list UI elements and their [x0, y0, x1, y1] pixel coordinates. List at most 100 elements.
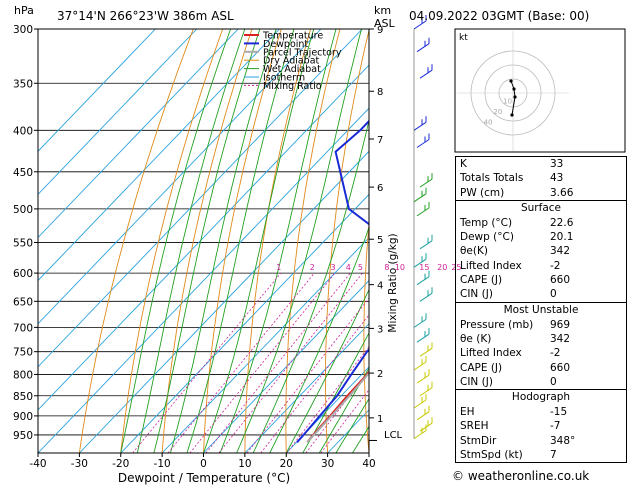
- mixing-ratio-line: [189, 272, 336, 453]
- mixing-ratio-label: 25: [451, 263, 461, 272]
- km-tick-label: 5: [377, 235, 383, 246]
- most-unstable-label: CIN (J): [460, 375, 493, 388]
- most-unstable-row: Lifted Index -2: [456, 346, 626, 360]
- surface-value: 660: [550, 274, 571, 287]
- mixing-ratio-label: 4: [346, 263, 351, 272]
- wind-barb: [416, 369, 430, 384]
- most-unstable-label: θe (K): [460, 332, 492, 345]
- wet-adiabat-line: [252, 118, 369, 453]
- mixing-ratio-line: [205, 272, 351, 453]
- legend-item: Mixing Ratio: [263, 81, 322, 92]
- wind-barb: [416, 133, 430, 148]
- wind-barb: [419, 381, 433, 397]
- mixing-ratio-line: [132, 272, 282, 453]
- hodograph-unit: kt: [459, 33, 468, 43]
- hodograph-point: [510, 113, 514, 117]
- parcel-trajectory-line: [306, 371, 369, 443]
- legend-item: Wet Adiabat: [263, 64, 321, 75]
- wind-barb: [416, 328, 430, 343]
- isotherm-line: [38, 29, 198, 196]
- mixing-ratio-label: 5: [358, 263, 363, 272]
- x-axis-label: Dewpoint / Temperature (°C): [118, 471, 290, 485]
- isotherm-line: [203, 279, 369, 453]
- index-value: 43: [550, 172, 564, 185]
- y-tick-label: 350: [13, 78, 33, 90]
- y-tick-label: 400: [13, 125, 33, 137]
- y-tick-label: 700: [13, 322, 33, 334]
- site-credit[interactable]: © weatheronline.co.uk: [452, 469, 590, 483]
- x-tick-label: 30: [321, 458, 334, 470]
- mixing-ratio-label: 20: [437, 263, 447, 272]
- mixing-ratio-label: 1: [276, 263, 281, 272]
- y-tick-label: 800: [13, 369, 33, 381]
- surface-value: 20.1: [550, 231, 574, 244]
- most-unstable-value: 969: [550, 318, 571, 331]
- x-tick-label: 10: [238, 458, 251, 470]
- y-tick-label: 650: [13, 296, 33, 308]
- wind-barb: [419, 234, 433, 250]
- surface-label: CIN (J): [460, 288, 493, 301]
- index-label: PW (cm): [460, 186, 505, 199]
- km-tick-label: 7: [377, 135, 383, 146]
- most-unstable-title: Most Unstable: [503, 303, 579, 316]
- x-tick-label: -40: [29, 458, 46, 470]
- wet-adiabat-line: [302, 332, 369, 453]
- wind-barb: [419, 64, 433, 79]
- isotherm-line: [38, 29, 280, 282]
- wind-barb: [413, 116, 427, 131]
- index-row: K 33: [456, 157, 626, 171]
- hodograph-stat-value: -7: [550, 420, 561, 433]
- wind-barb: [413, 393, 427, 409]
- hodograph-section: Hodograph EH -15 SREH -7 StmDir 348° StmSpd (k…: [456, 389, 626, 462]
- isotherm-line: [285, 366, 369, 453]
- km-tick-label: 6: [377, 183, 383, 194]
- x-tick-label: -20: [112, 458, 129, 470]
- most-unstable-value: 342: [550, 332, 571, 345]
- hodograph-stat-value: -15: [550, 406, 568, 419]
- hodograph-stat-row: StmDir 348°: [456, 434, 626, 448]
- hodograph-ring-label: 20: [493, 108, 502, 116]
- wind-barb: [419, 342, 433, 357]
- hodograph-point: [513, 95, 517, 99]
- mixing-ratio-label: 3: [331, 263, 336, 272]
- legend-item: Isotherm: [263, 73, 305, 84]
- hodograph-ring-label: 10: [503, 98, 512, 106]
- most-unstable-value: 660: [550, 361, 571, 374]
- dry-adiabat-line: [363, 218, 369, 453]
- most-unstable-label: CAPE (J): [460, 361, 503, 374]
- y-tick-label: 950: [13, 430, 33, 442]
- mixing-ratio-label: 15: [419, 263, 429, 272]
- surface-row: CIN (J) 0: [456, 287, 626, 301]
- most-unstable-label: Pressure (mb): [460, 318, 534, 331]
- mixing-ratio-axis-label: Mixing Ratio (g/kg): [387, 233, 399, 332]
- dewpoint-line: [296, 119, 369, 443]
- wet-adiabat-line: [120, 29, 232, 453]
- hodograph-stat-label: StmSpd (kt): [460, 449, 523, 462]
- hodograph-stat-row: StmSpd (kt) 7: [456, 448, 626, 462]
- dry-adiabat-line: [244, 29, 312, 453]
- x-tick-label: 0: [200, 458, 207, 470]
- wet-adiabat-line: [285, 288, 369, 453]
- hodograph-stat-value: 348°: [550, 434, 576, 447]
- y-tick-label: 600: [13, 268, 33, 280]
- surface-value: -2: [550, 259, 561, 272]
- wet-adiabat-line: [269, 226, 369, 453]
- most-unstable-section: Most Unstable Pressure (mb) 969 θe (K) 342 L…: [456, 301, 626, 389]
- surface-section: Surface Temp (°C) 22.6 Dewp (°C) 20.1 θe(K) 3…: [456, 199, 626, 302]
- km-tick-label: 2: [377, 369, 383, 380]
- surface-row: Dewp (°C) 20.1: [456, 230, 626, 244]
- mixing-ratio-label: 8: [384, 263, 389, 272]
- hodograph-point: [509, 79, 513, 83]
- asl-unit: ASL: [374, 17, 396, 30]
- x-tick-label: -30: [71, 458, 88, 470]
- isotherm-line: [161, 236, 369, 453]
- km-tick-label: 3: [377, 324, 383, 335]
- surface-row: Lifted Index -2: [456, 259, 626, 273]
- mixing-ratio-line: [167, 272, 315, 453]
- km-tick-label: 4: [377, 281, 383, 292]
- most-unstable-value: 0: [550, 375, 557, 388]
- km-tick-label: 9: [377, 25, 383, 36]
- isotherm-line: [79, 150, 369, 453]
